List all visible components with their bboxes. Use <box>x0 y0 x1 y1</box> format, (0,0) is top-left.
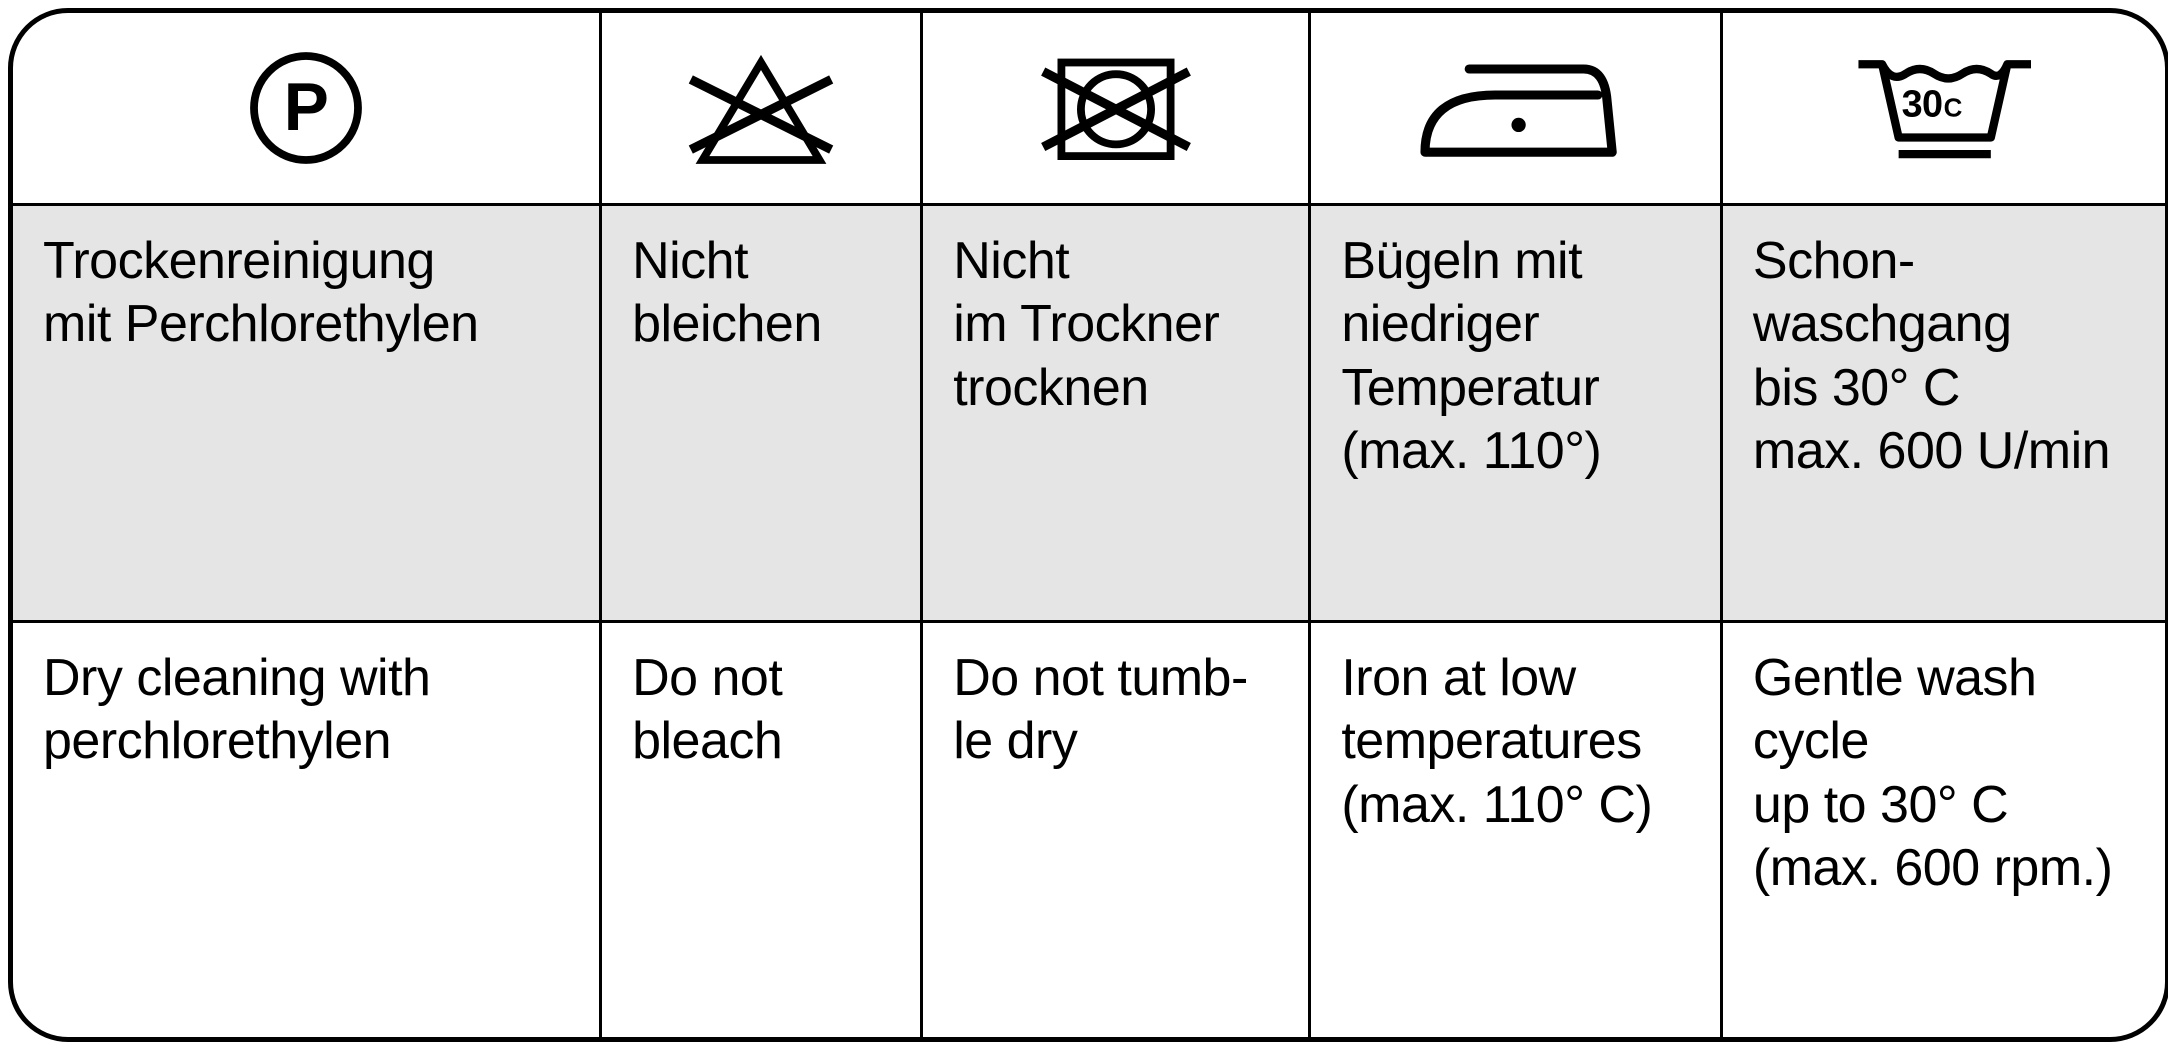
german-cell-4: Schon- waschgang bis 30° C max. 600 U/mi… <box>1723 206 2165 620</box>
german-cell-3: Bügeln mit niedriger Temperatur (max. 11… <box>1311 206 1720 620</box>
wash-temp-text: 30C <box>1902 83 1963 125</box>
do-not-bleach-icon <box>683 43 839 173</box>
icon-cell-bleach <box>602 13 920 203</box>
icon-row: P 30C <box>13 13 2165 203</box>
wash-30-gentle-icon: 30C <box>1849 43 2038 173</box>
german-cell-2: Nicht im Trockner trocknen <box>923 206 1308 620</box>
icon-cell-tumble <box>923 13 1308 203</box>
iron-low-icon <box>1412 43 1620 173</box>
dry-clean-p-icon: P <box>241 43 371 173</box>
icon-cell-dry-clean: P <box>13 13 599 203</box>
english-cell-3: Iron at low temperatures (max. 110° C) <box>1311 623 1720 1037</box>
german-cell-0: Trockenreinigung mit Perchlorethylen <box>13 206 599 620</box>
icon-cell-iron <box>1311 13 1720 203</box>
svg-text:P: P <box>284 70 328 145</box>
care-label-table: P 30C <box>8 8 2168 1042</box>
icon-cell-wash: 30C <box>1723 13 2165 203</box>
english-cell-2: Do not tumb- le dry <box>923 623 1308 1037</box>
german-row: Trockenreinigung mit Perchlorethylen Nic… <box>13 206 2165 620</box>
do-not-tumble-dry-icon <box>1038 43 1194 173</box>
english-cell-1: Do not bleach <box>602 623 920 1037</box>
german-cell-1: Nicht bleichen <box>602 206 920 620</box>
english-row: Dry cleaning with perchlorethylen Do not… <box>13 623 2165 1037</box>
english-cell-0: Dry cleaning with perchlorethylen <box>13 623 599 1037</box>
english-cell-4: Gentle wash cycle up to 30° C (max. 600 … <box>1723 623 2165 1037</box>
